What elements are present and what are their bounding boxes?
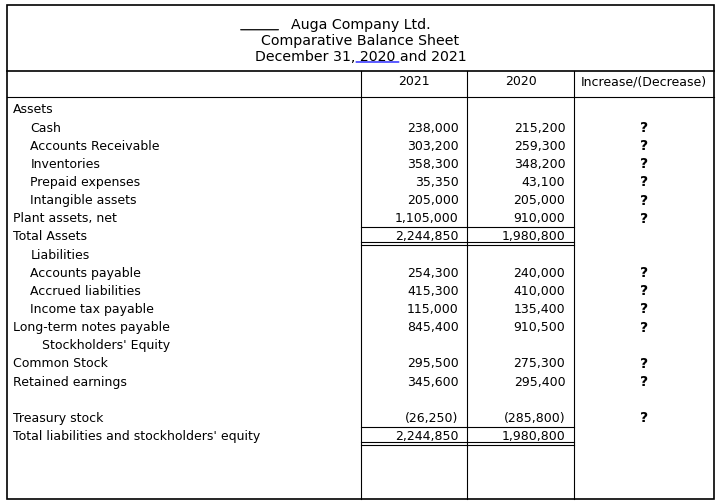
Text: Total Assets: Total Assets: [13, 230, 87, 243]
Text: ?: ?: [640, 121, 648, 135]
Text: 2,244,850: 2,244,850: [395, 430, 459, 443]
Text: Increase/(Decrease): Increase/(Decrease): [581, 75, 707, 88]
Text: 215,200: 215,200: [513, 121, 565, 135]
Text: 135,400: 135,400: [513, 303, 565, 316]
Text: ?: ?: [640, 321, 648, 335]
Text: Accounts payable: Accounts payable: [30, 267, 141, 280]
Text: 1,105,000: 1,105,000: [395, 212, 459, 225]
Text: Accrued liabilities: Accrued liabilities: [30, 285, 141, 298]
Text: (285,800): (285,800): [504, 412, 565, 425]
Text: Treasury stock: Treasury stock: [13, 412, 103, 425]
Text: Retained earnings: Retained earnings: [13, 375, 127, 389]
Text: Accounts Receivable: Accounts Receivable: [30, 140, 160, 153]
Text: ?: ?: [640, 411, 648, 425]
Text: 205,000: 205,000: [513, 194, 565, 207]
Text: ?: ?: [640, 357, 648, 371]
Text: ?: ?: [640, 266, 648, 280]
Text: 295,500: 295,500: [407, 357, 459, 370]
Text: Stockholders' Equity: Stockholders' Equity: [30, 339, 170, 352]
Text: Long-term notes payable: Long-term notes payable: [13, 321, 170, 334]
Text: 259,300: 259,300: [513, 140, 565, 153]
Text: 415,300: 415,300: [407, 285, 459, 298]
Text: 845,400: 845,400: [407, 321, 459, 334]
Text: Prepaid expenses: Prepaid expenses: [30, 176, 141, 189]
Text: Inventories: Inventories: [30, 158, 100, 171]
Text: 358,300: 358,300: [407, 158, 459, 171]
Text: 35,350: 35,350: [415, 176, 459, 189]
Text: Income tax payable: Income tax payable: [30, 303, 154, 316]
Text: 43,100: 43,100: [521, 176, 565, 189]
Text: ?: ?: [640, 194, 648, 208]
Text: 345,600: 345,600: [407, 375, 459, 389]
Text: 295,400: 295,400: [513, 375, 565, 389]
Text: 275,300: 275,300: [513, 357, 565, 370]
Text: Assets: Assets: [13, 103, 53, 116]
Text: Plant assets, net: Plant assets, net: [13, 212, 117, 225]
Text: 1,980,800: 1,980,800: [502, 430, 565, 443]
Text: 303,200: 303,200: [407, 140, 459, 153]
Text: ?: ?: [640, 302, 648, 317]
Text: Cash: Cash: [30, 121, 61, 135]
Text: ?: ?: [640, 284, 648, 298]
Text: Comparative Balance Sheet: Comparative Balance Sheet: [262, 34, 459, 48]
Text: ?: ?: [640, 175, 648, 190]
Text: 2020: 2020: [505, 75, 536, 88]
Text: 2021: 2021: [398, 75, 430, 88]
Text: ?: ?: [640, 139, 648, 153]
Text: ?: ?: [640, 212, 648, 226]
Text: 2,244,850: 2,244,850: [395, 230, 459, 243]
Text: 910,000: 910,000: [513, 212, 565, 225]
Text: Total liabilities and stockholders' equity: Total liabilities and stockholders' equi…: [13, 430, 260, 443]
Text: 348,200: 348,200: [513, 158, 565, 171]
Text: 254,300: 254,300: [407, 267, 459, 280]
Text: 910,500: 910,500: [513, 321, 565, 334]
Text: December 31, 2020 and 2021: December 31, 2020 and 2021: [255, 50, 466, 65]
Text: 238,000: 238,000: [407, 121, 459, 135]
Text: 240,000: 240,000: [513, 267, 565, 280]
Text: ?: ?: [640, 157, 648, 171]
Text: 205,000: 205,000: [407, 194, 459, 207]
Text: Liabilities: Liabilities: [30, 248, 89, 262]
Text: Auga Company Ltd.: Auga Company Ltd.: [291, 18, 430, 32]
Text: 410,000: 410,000: [513, 285, 565, 298]
Text: Common Stock: Common Stock: [13, 357, 108, 370]
Text: ?: ?: [640, 375, 648, 389]
Text: 1,980,800: 1,980,800: [502, 230, 565, 243]
Text: (26,250): (26,250): [405, 412, 459, 425]
Text: Intangible assets: Intangible assets: [30, 194, 137, 207]
Text: 115,000: 115,000: [407, 303, 459, 316]
